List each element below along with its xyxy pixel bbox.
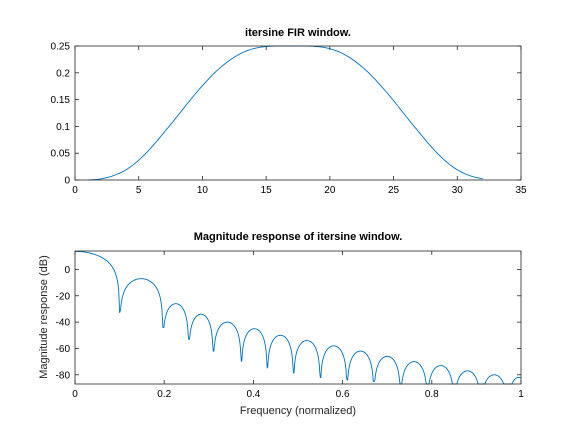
- magnitude-plot-ytick-label: 0: [64, 265, 70, 276]
- magnitude-plot: Magnitude response of itersine window. 0…: [38, 231, 524, 417]
- window-plot: itersine FIR window. 0 5 10 15 20 25 30 35 0 0.05…: [51, 27, 527, 196]
- window-plot-title: itersine FIR window.: [245, 27, 351, 39]
- magnitude-plot-axes-box: [74, 250, 522, 385]
- magnitude-plot-ylabel: Magnitude response (dB): [38, 255, 50, 379]
- window-plot-axes-box: [74, 45, 522, 181]
- window-curve: [87, 45, 483, 181]
- window-plot-xtick-label: 30: [452, 185, 464, 196]
- window-plot-ytick-label: 0.1: [56, 122, 70, 133]
- magnitude-plot-xtick-label: 0: [72, 389, 78, 400]
- window-plot-series: [87, 45, 483, 181]
- magnitude-plot-series: [75, 250, 522, 385]
- window-plot-xtick-label: 10: [197, 185, 209, 196]
- window-plot-xtick-label: 5: [136, 185, 142, 196]
- window-plot-xtick-label: 0: [72, 185, 78, 196]
- window-plot-ytick-label: 0.05: [51, 149, 71, 160]
- window-plot-ytick-label: 0.2: [56, 68, 70, 79]
- magnitude-plot-ytick-label: -20: [56, 291, 71, 302]
- magnitude-plot-xtick-label: 1: [518, 389, 524, 400]
- window-plot-ytick-label: 0: [64, 176, 70, 187]
- window-plot-xtick-label: 35: [515, 185, 527, 196]
- magnitude-plot-xtick-label: 0.8: [425, 389, 439, 400]
- magnitude-plot-xtick-label: 0.6: [336, 389, 350, 400]
- magnitude-plot-ytick-label: -60: [56, 344, 71, 355]
- magnitude-plot-ytick-label: -40: [56, 318, 71, 329]
- magnitude-curve: [75, 250, 522, 385]
- magnitude-plot-ytick-label: -80: [56, 370, 71, 381]
- window-plot-ticks: 0 5 10 15 20 25 30 35 0 0.05 0.1 0.15 0.2 0.25: [51, 42, 527, 197]
- magnitude-plot-xtick-label: 0.2: [157, 389, 171, 400]
- magnitude-plot-xtick-label: 0.4: [246, 389, 260, 400]
- magnitude-plot-title: Magnitude response of itersine window.: [194, 231, 403, 243]
- window-plot-xtick-label: 25: [388, 185, 400, 196]
- magnitude-plot-ticks: 0 0.2 0.4 0.6 0.8 1 -80 -60 -40 -20 0: [56, 251, 524, 400]
- window-plot-ytick-label: 0.15: [51, 95, 71, 106]
- window-plot-xtick-label: 20: [324, 185, 336, 196]
- magnitude-plot-xlabel: Frequency (normalized): [240, 405, 356, 417]
- window-plot-ytick-label: 0.25: [51, 42, 71, 53]
- window-plot-xtick-label: 15: [261, 185, 273, 196]
